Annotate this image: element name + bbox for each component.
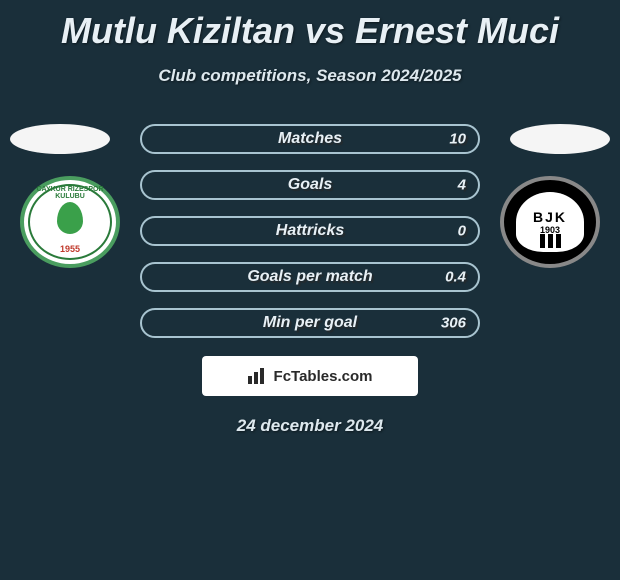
club-badge-left: CAYKUR RIZESPOR KULUBU 1955 (20, 176, 120, 268)
player-avatar-left (10, 124, 110, 154)
stat-label: Goals (288, 176, 332, 194)
stat-bar: Hattricks 0 (140, 216, 480, 246)
leaf-icon (57, 202, 83, 234)
date-text: 24 december 2024 (0, 416, 620, 436)
stat-label: Hattricks (276, 222, 344, 240)
stat-value-right: 0.4 (445, 269, 466, 286)
club-left-name: CAYKUR RIZESPOR KULUBU (24, 186, 116, 200)
stat-value-right: 306 (441, 315, 466, 332)
bar-chart-icon (248, 368, 268, 384)
stat-value-right: 4 (458, 177, 466, 194)
player-avatar-right (510, 124, 610, 154)
stat-bar: Goals 4 (140, 170, 480, 200)
stat-bar: Matches 10 (140, 124, 480, 154)
shield-icon: BJK 1903 (516, 192, 584, 252)
comparison-area: CAYKUR RIZESPOR KULUBU 1955 BJK 1903 Mat… (0, 124, 620, 436)
brand-badge[interactable]: FcTables.com (202, 356, 418, 396)
stat-value-right: 0 (458, 223, 466, 240)
stat-bar: Min per goal 306 (140, 308, 480, 338)
stat-value-right: 10 (449, 131, 466, 148)
page-title: Mutlu Kiziltan vs Ernest Muci (0, 0, 620, 52)
club-badge-right: BJK 1903 (500, 176, 600, 268)
brand-text: FcTables.com (274, 368, 373, 385)
stripes-icon (540, 234, 561, 248)
stats-list: Matches 10 Goals 4 Hattricks 0 Goals per… (140, 124, 480, 338)
stat-label: Matches (278, 130, 342, 148)
page-subtitle: Club competitions, Season 2024/2025 (0, 66, 620, 86)
stat-label: Min per goal (263, 314, 357, 332)
club-right-initials: BJK (533, 209, 567, 225)
stat-label: Goals per match (247, 268, 372, 286)
stat-bar: Goals per match 0.4 (140, 262, 480, 292)
club-left-year: 1955 (24, 244, 116, 254)
